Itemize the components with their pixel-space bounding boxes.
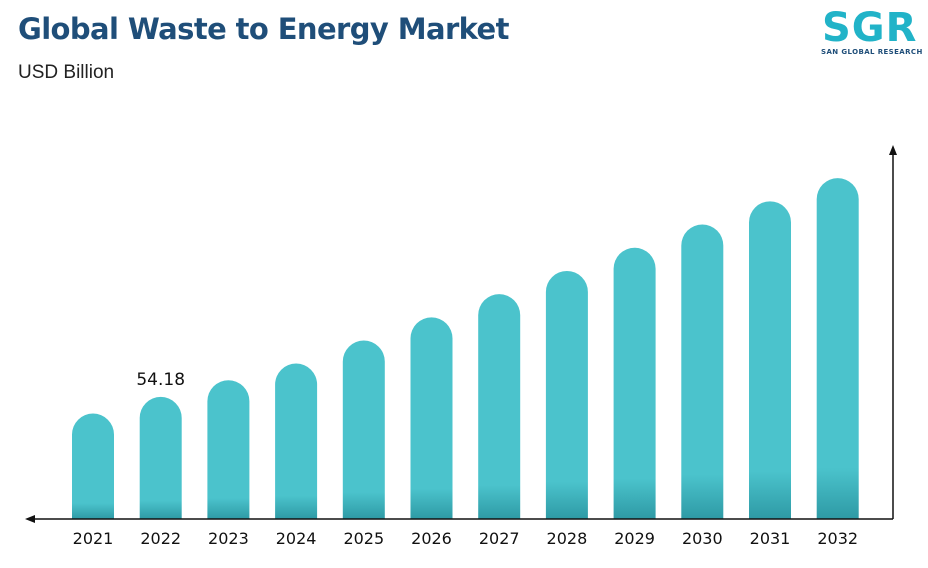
bar-2027	[478, 294, 521, 519]
bar-2022	[139, 396, 182, 519]
x-tick-label-2031: 2031	[750, 529, 791, 548]
bar-2029	[613, 247, 656, 519]
x-tick-label-2027: 2027	[479, 529, 520, 548]
bar-2021	[72, 413, 114, 519]
x-tick-label-2026: 2026	[411, 529, 452, 548]
bar-2030	[681, 224, 724, 520]
x-tick-labels: 2021 2022 2023 2024 2025 2026 2027 2028 2029 2030…	[73, 529, 858, 548]
logo-tagline: SAN GLOBAL RESEARCH	[821, 48, 923, 56]
data-labels: 54.18	[136, 370, 185, 390]
x-tick-label-2028: 2028	[547, 529, 588, 548]
bar-2023	[207, 380, 250, 519]
bar-2032	[816, 178, 859, 520]
x-tick-label-2025: 2025	[343, 529, 384, 548]
chart-subtitle-unit: USD Billion	[18, 62, 115, 83]
bar-series	[72, 178, 859, 520]
x-tick-label-2021: 2021	[73, 529, 114, 548]
sgr-logo: SGR SAN GLOBAL RESEARCH	[820, 5, 923, 58]
x-tick-label-2030: 2030	[682, 529, 723, 548]
x-tick-label-2022: 2022	[140, 529, 181, 548]
data-label-2022: 54.18	[136, 370, 185, 390]
axes	[25, 145, 897, 523]
x-tick-label-2024: 2024	[276, 529, 317, 548]
x-axis-arrow-left	[25, 515, 35, 523]
x-tick-label-2029: 2029	[614, 529, 655, 548]
bar-2026	[410, 317, 453, 519]
bar-2025	[342, 340, 385, 519]
y-axis-arrow-top	[889, 145, 897, 155]
bar-2031	[749, 201, 791, 519]
logo-letters: SGR	[822, 5, 918, 51]
bar-2028	[545, 270, 588, 519]
bar-2024	[275, 363, 318, 519]
x-tick-label-2023: 2023	[208, 529, 249, 548]
chart-title: Global Waste to Energy Market	[18, 12, 509, 46]
x-tick-label-2032: 2032	[817, 529, 858, 548]
